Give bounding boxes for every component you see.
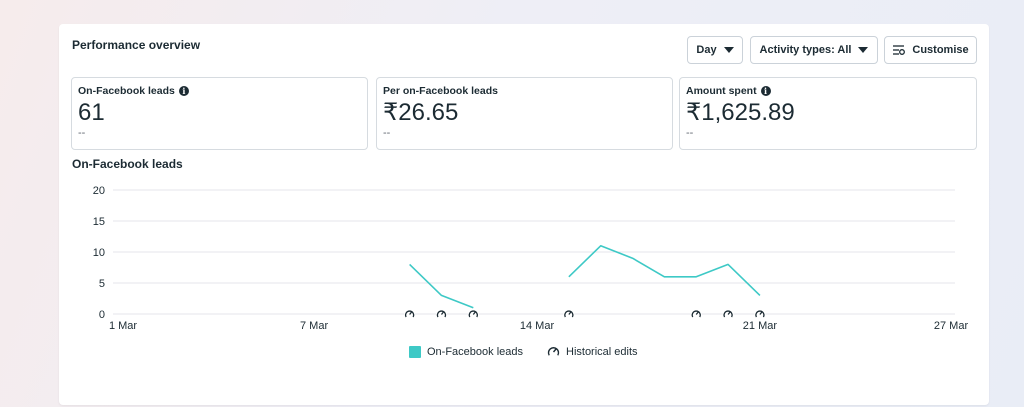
info-icon[interactable]: i [760, 86, 771, 96]
metric-comparison: -- [78, 127, 86, 139]
metric-label-row: On-Facebook leads i [78, 85, 361, 97]
chart-title: On-Facebook leads [72, 157, 183, 171]
legend-item-leads[interactable]: On-Facebook leads [409, 345, 523, 358]
metric-value: ₹26.65 [383, 99, 459, 126]
leads-series-line [409, 263, 474, 309]
historical-edit-marker-icon[interactable] [563, 308, 575, 320]
legend-swatch [409, 345, 421, 358]
activity-types-label: Activity types: All [759, 44, 852, 56]
legend-item-historical-edits[interactable]: Historical edits [547, 345, 638, 358]
info-icon[interactable]: i [178, 86, 189, 96]
historical-edit-marker-icon[interactable] [722, 308, 734, 320]
y-tick-label: 10 [93, 247, 105, 259]
historical-edit-marker-icon[interactable] [404, 308, 416, 320]
caret-down-icon [723, 47, 734, 53]
y-tick-label: 5 [99, 278, 105, 290]
customise-button[interactable]: Customise [884, 36, 977, 64]
historical-edit-marker-icon[interactable] [754, 308, 766, 320]
activity-types-dropdown[interactable]: Activity types: All [750, 36, 878, 64]
caret-down-icon [858, 47, 869, 53]
metric-comparison: -- [686, 127, 694, 139]
metric-comparison: -- [383, 127, 391, 139]
y-tick-label: 0 [99, 309, 105, 321]
metric-value: ₹1,625.89 [686, 99, 795, 126]
chart-legend: On-Facebook leads Historical edits [409, 345, 638, 358]
historical-edit-marker-icon[interactable] [690, 308, 702, 320]
customise-icon [893, 45, 906, 55]
metric-value: 61 [78, 99, 105, 126]
metric-label-row: Amount spent i [686, 85, 970, 97]
gauge-icon [547, 347, 560, 356]
y-tick-label: 20 [93, 185, 105, 197]
x-tick-label: 7 Mar [300, 320, 328, 332]
legend-label: On-Facebook leads [427, 345, 523, 358]
x-tick-label: 14 Mar [520, 320, 555, 332]
page-title: Performance overview [72, 38, 201, 52]
metric-label: On-Facebook leads [78, 85, 175, 97]
metric-label: Amount spent [686, 85, 757, 97]
metric-label-row: Per on-Facebook leads [383, 85, 666, 97]
day-dropdown[interactable]: Day [687, 36, 743, 64]
metric-card-leads[interactable]: On-Facebook leads i 61 -- [71, 77, 368, 150]
x-tick-label: 27 Mar [934, 320, 969, 332]
metric-card-cost-per-lead[interactable]: Per on-Facebook leads ₹26.65 -- [376, 77, 673, 150]
performance-overview-card: Performance overview Day Activity types:… [59, 24, 989, 405]
x-tick-label: 21 Mar [743, 320, 778, 332]
y-tick-label: 15 [93, 216, 105, 228]
legend-label: Historical edits [566, 345, 638, 358]
leads-series-line [568, 245, 761, 296]
historical-edit-marker-icon[interactable] [435, 308, 447, 320]
x-tick-label: 1 Mar [109, 320, 137, 332]
historical-edit-marker-icon[interactable] [467, 308, 479, 320]
metric-label: Per on-Facebook leads [383, 85, 498, 97]
day-dropdown-label: Day [696, 44, 717, 56]
metric-card-amount-spent[interactable]: Amount spent i ₹1,625.89 -- [679, 77, 977, 150]
leads-line-chart: 0 5 10 15 20 1 Mar 7 Mar 14 Mar 21 Mar 27 Mar [93, 185, 969, 332]
customise-label: Customise [912, 44, 969, 56]
